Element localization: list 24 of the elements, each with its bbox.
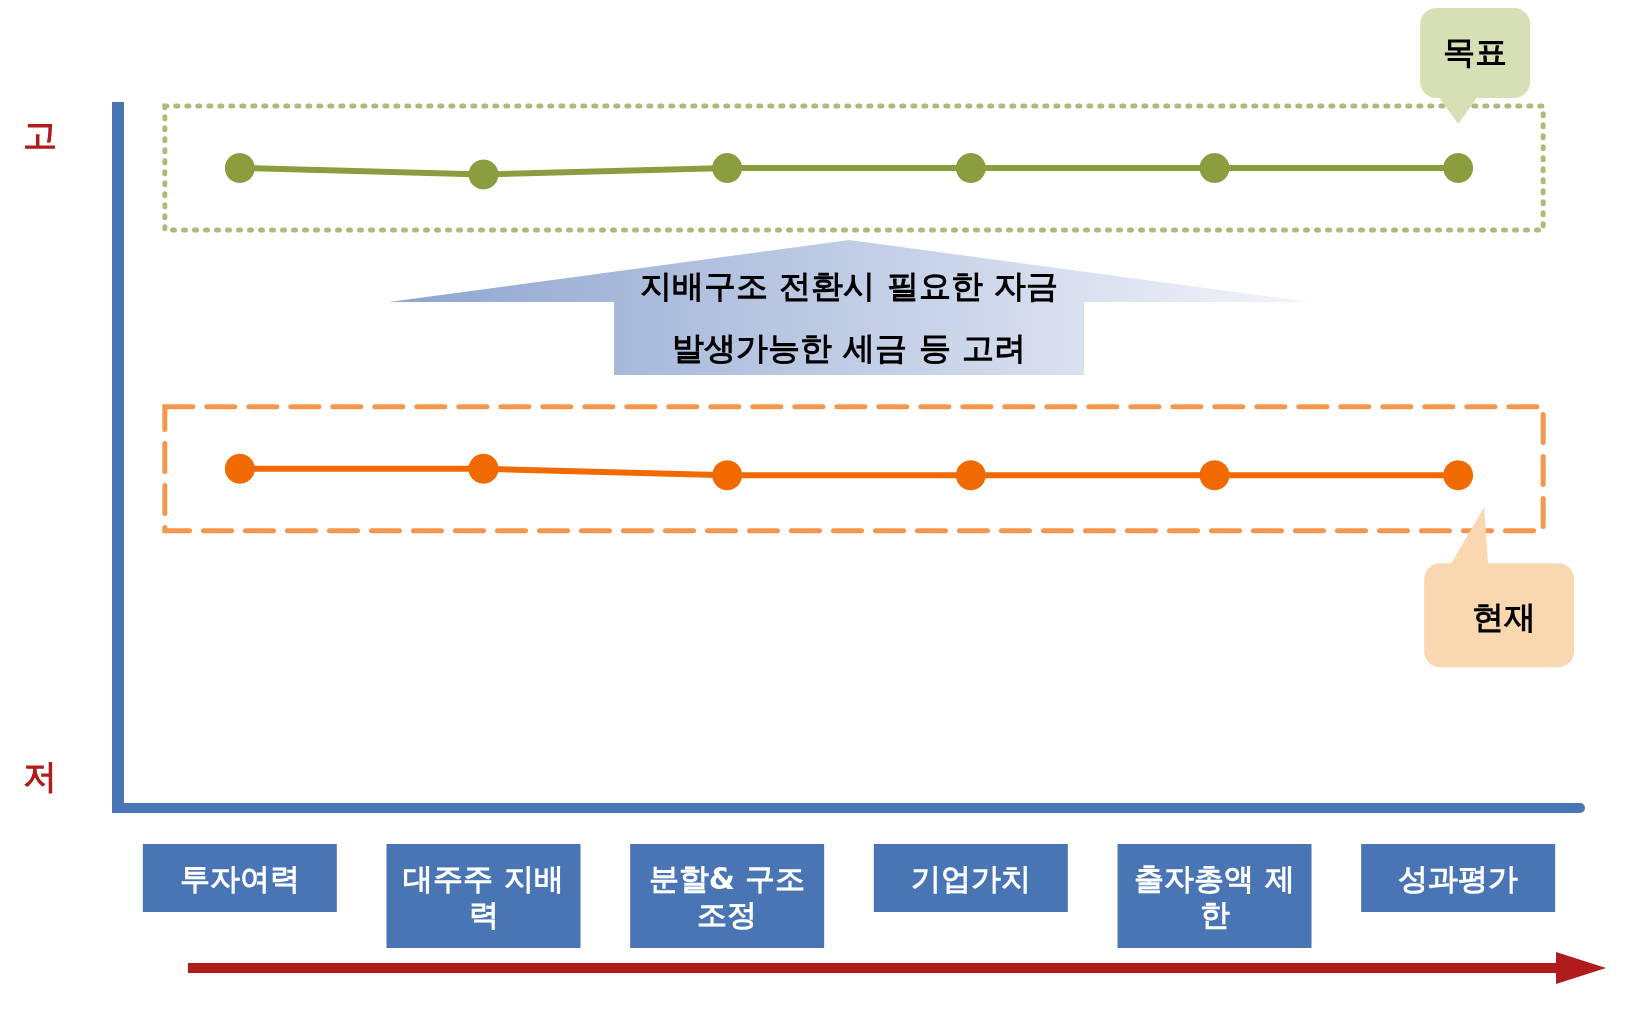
text: 목표 <box>1443 33 1508 71</box>
x-tick-label: 기업가치 <box>910 860 1031 896</box>
annotation: 지배구조 전환시 필요한 자금 <box>640 267 1058 305</box>
x-tick-label: 분할& 구조조정 <box>648 860 806 932</box>
x-tick-label: 성과평가 <box>1398 860 1519 896</box>
text: 저 <box>23 755 57 796</box>
point <box>1199 460 1230 491</box>
point <box>955 460 986 491</box>
x-tick-label: 대주주 지배력 <box>403 860 564 932</box>
point <box>224 453 255 484</box>
x-tick-label: 출자총액 제한 <box>1134 860 1295 932</box>
text: 현재 <box>1472 598 1537 637</box>
x-tick-label: 투자여력 <box>179 860 300 896</box>
annotation: 발생가능한 세금 등 고려 <box>672 329 1026 367</box>
point <box>1443 153 1474 183</box>
point <box>1443 460 1474 491</box>
point <box>955 153 986 183</box>
point <box>468 159 499 190</box>
point <box>712 153 743 183</box>
point <box>1199 153 1230 183</box>
text: 고 <box>23 114 57 155</box>
point <box>468 453 499 484</box>
point <box>224 153 255 183</box>
point <box>712 460 743 491</box>
